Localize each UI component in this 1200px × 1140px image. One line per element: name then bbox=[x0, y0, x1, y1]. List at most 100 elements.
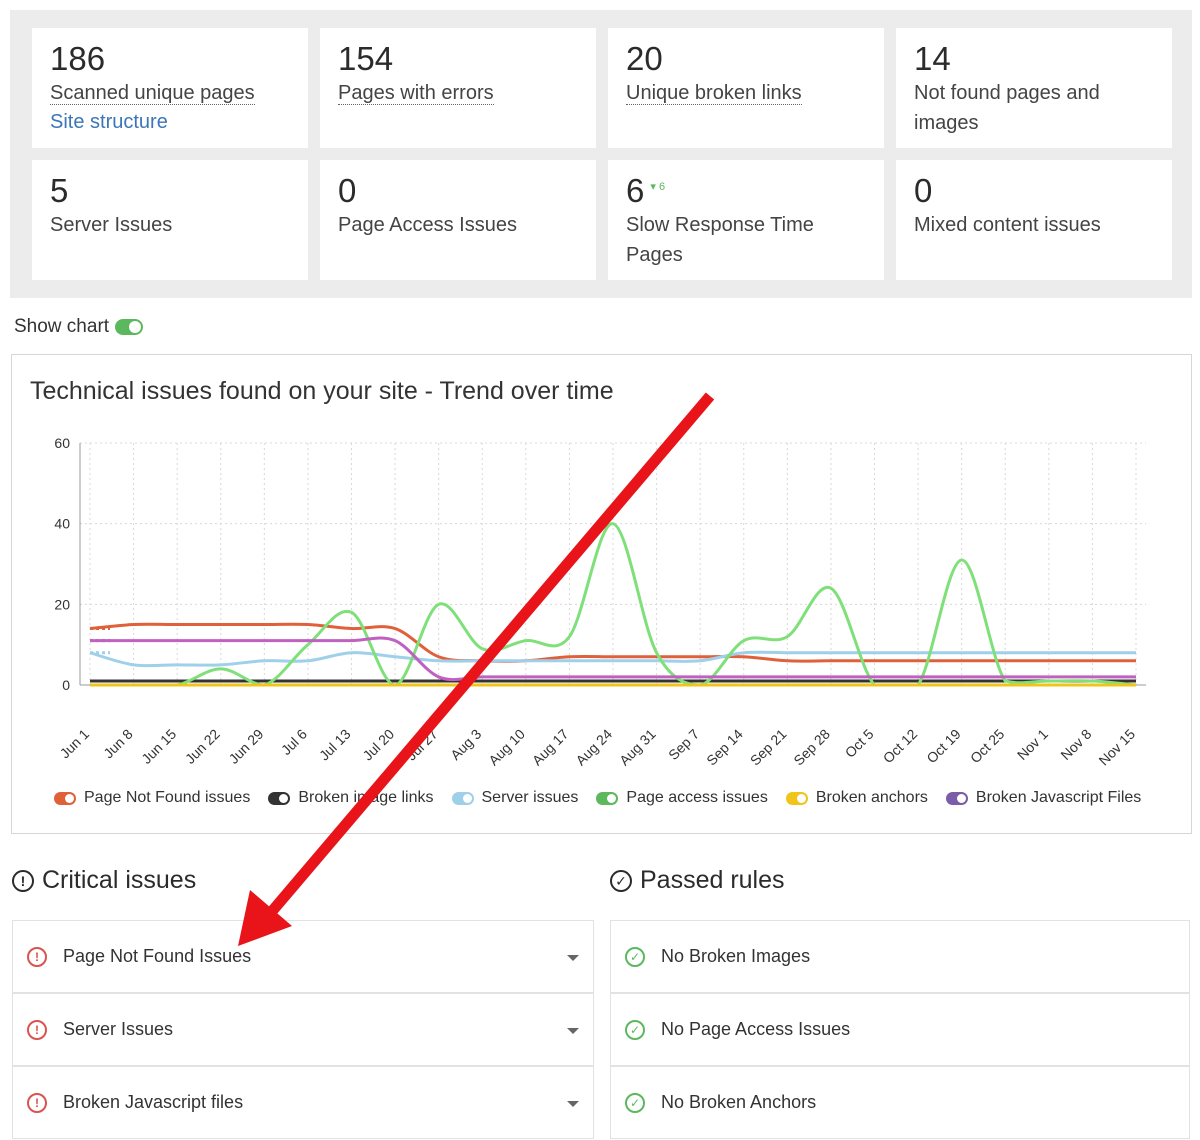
chevron-down-icon[interactable] bbox=[567, 1101, 579, 1107]
stat-label[interactable]: Unique broken links bbox=[626, 82, 802, 105]
legend-toggle-icon[interactable] bbox=[451, 791, 474, 805]
x-tick-label: Jun 22 bbox=[182, 726, 223, 767]
x-tick-label: Jun 15 bbox=[138, 726, 179, 767]
x-tick-label: Aug 10 bbox=[485, 726, 528, 769]
stat-value: 14 bbox=[914, 40, 951, 77]
legend-toggle-icon[interactable] bbox=[54, 791, 76, 805]
passed-rules-title: Passed rules bbox=[640, 866, 785, 894]
stat-card-page-access: 0 Page Access Issues bbox=[320, 160, 596, 280]
x-tick-label: Nov 8 bbox=[1057, 726, 1094, 763]
stat-value: 20 bbox=[626, 40, 663, 77]
stat-label: Mixed content issues bbox=[914, 214, 1101, 236]
stat-label: Slow Response Time Pages bbox=[626, 214, 814, 266]
x-tick-label: Jul 13 bbox=[316, 726, 354, 764]
y-tick-label: 60 bbox=[54, 435, 70, 451]
stat-label: Not found pages and images bbox=[914, 82, 1100, 134]
x-tick-label: Aug 3 bbox=[447, 726, 484, 763]
stat-label: Page Access Issues bbox=[338, 214, 517, 236]
legend-toggle-icon[interactable] bbox=[785, 791, 808, 805]
x-tick-label: Jun 1 bbox=[57, 726, 93, 762]
site-structure-link[interactable]: Site structure bbox=[50, 111, 168, 133]
x-tick-label: Aug 31 bbox=[616, 726, 659, 769]
chart-legend: Page Not Found issues Broken image links S… bbox=[54, 789, 1141, 807]
exclamation-circle-icon: ! bbox=[27, 946, 47, 967]
critical-item-label: Server Issues bbox=[63, 1019, 174, 1039]
x-tick-label: Jul 6 bbox=[278, 726, 310, 758]
passed-rules-heading: ✓ Passed rules bbox=[610, 866, 785, 895]
x-tick-label: Oct 12 bbox=[880, 726, 921, 767]
stat-card-scanned-pages: 186 Scanned unique pages Site structure bbox=[32, 28, 308, 148]
x-tick-label: Oct 25 bbox=[967, 726, 1008, 767]
x-tick-label: Jul 27 bbox=[403, 726, 441, 764]
critical-issues-heading: ! Critical issues bbox=[12, 866, 196, 895]
y-tick-label: 0 bbox=[62, 677, 70, 693]
check-circle-icon: ✓ bbox=[625, 1019, 645, 1040]
stat-value: 186 bbox=[50, 40, 106, 77]
legend-label: Broken anchors bbox=[815, 789, 928, 806]
legend-label: Broken Javascript Files bbox=[975, 789, 1142, 806]
stat-card-pages-with-errors: 154 Pages with errors bbox=[320, 28, 596, 148]
chevron-down-icon[interactable] bbox=[567, 1028, 579, 1034]
legend-item[interactable]: Page access issues bbox=[596, 789, 768, 807]
y-tick-label: 40 bbox=[54, 516, 70, 532]
x-tick-label: Sep 21 bbox=[747, 726, 790, 769]
x-tick-label: Aug 24 bbox=[572, 726, 615, 769]
stat-value: 6 ▾ 6 bbox=[626, 172, 866, 210]
y-tick-label: 20 bbox=[54, 596, 70, 612]
stat-card-mixed-content: 0 Mixed content issues bbox=[896, 160, 1172, 280]
critical-item-label: Page Not Found Issues bbox=[63, 946, 252, 966]
stat-value: 0 bbox=[914, 172, 933, 209]
critical-item-page-not-found[interactable]: ! Page Not Found Issues bbox=[12, 920, 594, 993]
exclamation-circle-icon: ! bbox=[27, 1019, 47, 1040]
stat-card-broken-links: 20 Unique broken links bbox=[608, 28, 884, 148]
legend-item[interactable]: Server issues bbox=[451, 789, 579, 807]
passed-item-page-access: ✓ No Page Access Issues bbox=[610, 993, 1190, 1066]
trend-chart: 0 20 40 60 Jun 1 Jun 8 Jun 15 Jun 22 Jun 29 Jul 6… bbox=[54, 435, 1146, 769]
legend-item[interactable]: Broken image links bbox=[268, 789, 434, 807]
show-chart-control[interactable]: Show chart bbox=[14, 316, 144, 338]
x-tick-label: Oct 5 bbox=[842, 726, 877, 761]
exclamation-circle-icon: ! bbox=[27, 1092, 47, 1113]
x-tick-label: Nov 15 bbox=[1095, 726, 1138, 769]
critical-item-server-issues[interactable]: ! Server Issues bbox=[12, 993, 594, 1066]
stat-value: 154 bbox=[338, 40, 394, 77]
legend-toggle-icon[interactable] bbox=[596, 791, 619, 805]
stat-value: 0 bbox=[338, 172, 357, 209]
x-tick-label: Sep 7 bbox=[665, 726, 702, 763]
legend-label: Page Not Found issues bbox=[84, 789, 251, 806]
passed-item-broken-anchors: ✓ No Broken Anchors bbox=[610, 1066, 1190, 1139]
legend-label: Page access issues bbox=[626, 789, 768, 806]
stat-label: Server Issues bbox=[50, 214, 173, 236]
legend-toggle-icon[interactable] bbox=[945, 791, 968, 805]
legend-item[interactable]: Broken anchors bbox=[785, 789, 928, 807]
stat-label[interactable]: Scanned unique pages bbox=[50, 82, 255, 105]
delta-badge: ▾ 6 bbox=[650, 181, 666, 193]
legend-item[interactable]: Page Not Found issues bbox=[54, 789, 250, 807]
x-tick-label: Jul 20 bbox=[359, 726, 397, 764]
passed-item-label: No Broken Anchors bbox=[661, 1092, 817, 1112]
check-circle-icon: ✓ bbox=[610, 869, 632, 892]
legend-label: Server issues bbox=[481, 789, 579, 806]
stat-card-slow-response: 6 ▾ 6 Slow Response Time Pages bbox=[608, 160, 884, 280]
x-tick-label: Sep 14 bbox=[703, 726, 746, 769]
check-circle-icon: ✓ bbox=[625, 1092, 645, 1113]
chevron-down-icon[interactable] bbox=[567, 955, 579, 961]
critical-item-label: Broken Javascript files bbox=[63, 1092, 244, 1112]
legend-toggle-icon[interactable] bbox=[268, 791, 291, 805]
stat-card-server-issues: 5 Server Issues bbox=[32, 160, 308, 280]
passed-item-label: No Page Access Issues bbox=[661, 1019, 851, 1039]
stat-label[interactable]: Pages with errors bbox=[338, 82, 494, 105]
x-tick-label: Aug 17 bbox=[529, 726, 572, 769]
stats-panel: 186 Scanned unique pages Site structure … bbox=[10, 10, 1192, 298]
legend-item[interactable]: Broken Javascript Files bbox=[945, 789, 1142, 807]
check-circle-icon: ✓ bbox=[625, 946, 645, 967]
stat-card-not-found: 14 Not found pages and images bbox=[896, 28, 1172, 148]
critical-item-broken-js[interactable]: ! Broken Javascript files bbox=[12, 1066, 594, 1139]
show-chart-toggle[interactable] bbox=[115, 319, 144, 335]
x-tick-label: Jun 29 bbox=[225, 726, 266, 767]
show-chart-label: Show chart bbox=[14, 316, 110, 337]
x-tick-label: Jun 8 bbox=[100, 726, 136, 762]
legend-label: Broken image links bbox=[298, 789, 434, 806]
passed-item-broken-images: ✓ No Broken Images bbox=[610, 920, 1190, 993]
x-tick-label: Oct 19 bbox=[923, 726, 964, 767]
